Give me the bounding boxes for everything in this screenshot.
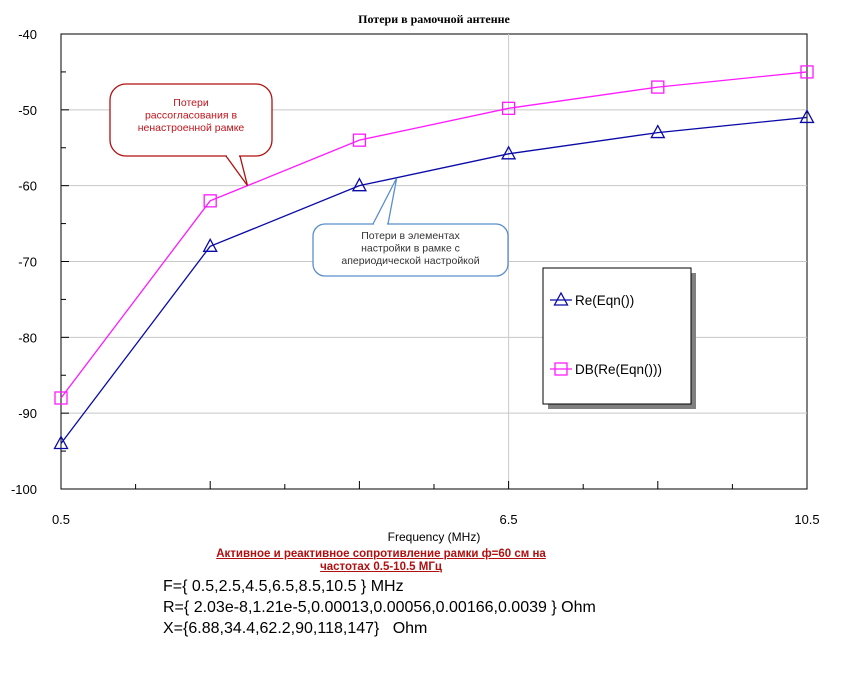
series-line (60, 71, 808, 399)
callout-text: Потери (173, 97, 209, 109)
data-point (53, 435, 69, 450)
data-point (352, 133, 367, 147)
series-layer (53, 65, 815, 450)
data-point (501, 101, 516, 115)
legend-box (542, 267, 692, 405)
data-point (799, 109, 815, 124)
y-tick-label: -100 (11, 482, 37, 497)
caption: Активное и реактивное сопротивление рамк… (216, 548, 546, 573)
callout-box (312, 223, 509, 277)
x-tick-label: 10.5 (794, 512, 819, 527)
equation-reactance: X={6.88,34.4,62.2,90,118,147} Ohm (163, 620, 428, 637)
y-tick-label: -90 (18, 406, 37, 421)
data-point (800, 65, 814, 79)
legend-marker (553, 291, 569, 306)
data-point (351, 177, 367, 192)
data-point (651, 80, 665, 94)
equation-resistance: R={ 2.03e-8,1.21e-5,0.00013,0.00056,0.00… (163, 599, 596, 616)
y-tick-label: -50 (18, 103, 37, 118)
loop-antenna-loss-chart: Потери в рамочной антенне -40 -50 -60 -70 -8… (11, 12, 820, 544)
y-tick-label: -70 (18, 255, 37, 270)
x-tick-label: 0.5 (52, 512, 70, 527)
y-tick-label: -80 (18, 330, 37, 345)
callout-box (109, 83, 273, 157)
data-point (501, 145, 517, 160)
chart-title: Потери в рамочной антенне (358, 12, 510, 26)
legend-label: DB(Re(Eqn())) (575, 362, 662, 377)
callout-text: апериодической настройкой (341, 255, 479, 267)
x-tick-label: 6.5 (500, 512, 518, 527)
data-point (54, 391, 68, 405)
y-tick-label: -40 (18, 27, 37, 42)
data-point (650, 124, 666, 139)
series-line (60, 116, 808, 444)
legend-label: Re(Eqn()) (575, 293, 634, 308)
series-square (54, 65, 814, 405)
legend-marker (554, 362, 568, 376)
equation-frequency: F={ 0.5,2.5,4.5,6.5,8.5,10.5 } MHz (163, 578, 404, 595)
callout-text: настройки в рамке с (361, 243, 460, 255)
data-point (202, 237, 218, 252)
callout-text: рассогласования в (145, 110, 237, 122)
y-tick-label: -60 (18, 179, 37, 194)
legend: Re(Eqn()) DB(Re(Eqn())) (542, 267, 696, 409)
callout-text: Потери в элементах (361, 230, 460, 242)
data-point (203, 194, 217, 208)
series-triangle (53, 109, 815, 450)
axes: -40 -50 -60 -70 -80 -90 -100 0.5 6.5 10.5 (11, 27, 820, 527)
callout-text: ненастроенной рамке (138, 122, 245, 134)
x-axis-label: Frequency (MHz) (388, 530, 481, 544)
